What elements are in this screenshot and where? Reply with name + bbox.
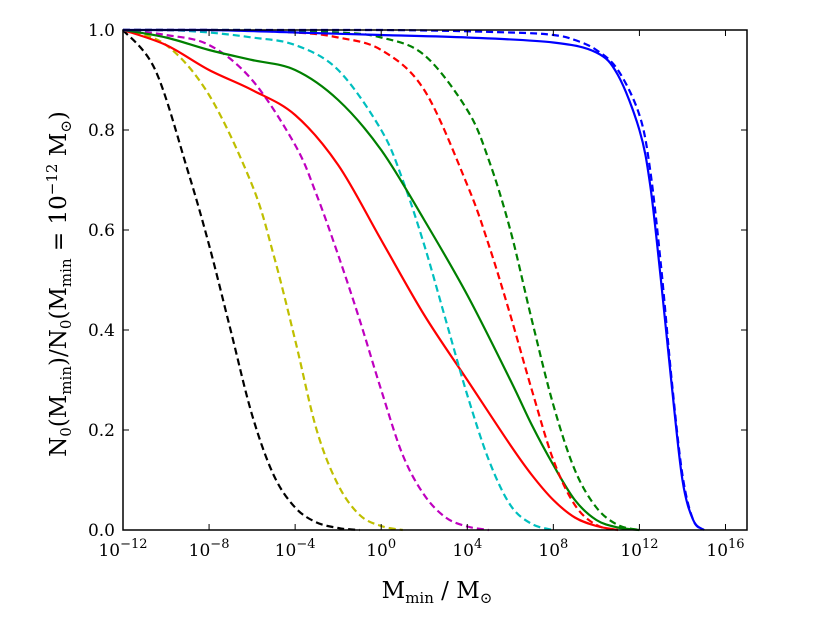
y-tick-label: 0.8	[88, 121, 115, 141]
plot-frame	[122, 29, 748, 531]
series-line-blue-solid	[123, 28, 705, 531]
series-line-green-solid	[122, 28, 640, 532]
x-tick-label: 1016	[706, 537, 744, 561]
y-tick-label: 0.4	[88, 321, 115, 341]
x-tick-label: 108	[538, 537, 568, 561]
x-tick-label: 100	[366, 537, 396, 561]
x-tick-label: 10−12	[98, 537, 147, 561]
x-tick-label: 10−4	[275, 537, 316, 561]
series-line-magenta-dashed	[122, 28, 489, 532]
x-tick-label: 1012	[620, 537, 658, 561]
y-tick-label: 1.0	[88, 21, 115, 41]
axis-ticks: 10−12 10−8 10−4 100 104 108 1012 1016 0.0 0.2 0.4 0…	[88, 21, 747, 561]
series-group	[122, 28, 705, 532]
y-tick-label: 0.2	[88, 421, 115, 441]
x-tick-label: 10−8	[189, 537, 230, 561]
x-tick-label: 104	[452, 537, 482, 561]
series-line-black-dashed	[122, 29, 360, 532]
series-line-yellow-dashed	[122, 28, 403, 532]
series-line-red-solid	[122, 28, 619, 532]
series-line-blue-dashed	[123, 28, 705, 531]
series-line-cyan-dashed	[123, 28, 554, 532]
x-axis-label: Mmin / M⊙	[382, 578, 493, 607]
series-line-red-dashed	[123, 28, 619, 532]
y-axis-label: N0(Mmin)/N0(Mmin = 10−12 M⊙)	[43, 111, 75, 457]
series-line-green-dashed	[123, 28, 640, 532]
y-tick-label: 0.6	[88, 221, 115, 241]
y-tick-label: 0.0	[88, 521, 115, 541]
